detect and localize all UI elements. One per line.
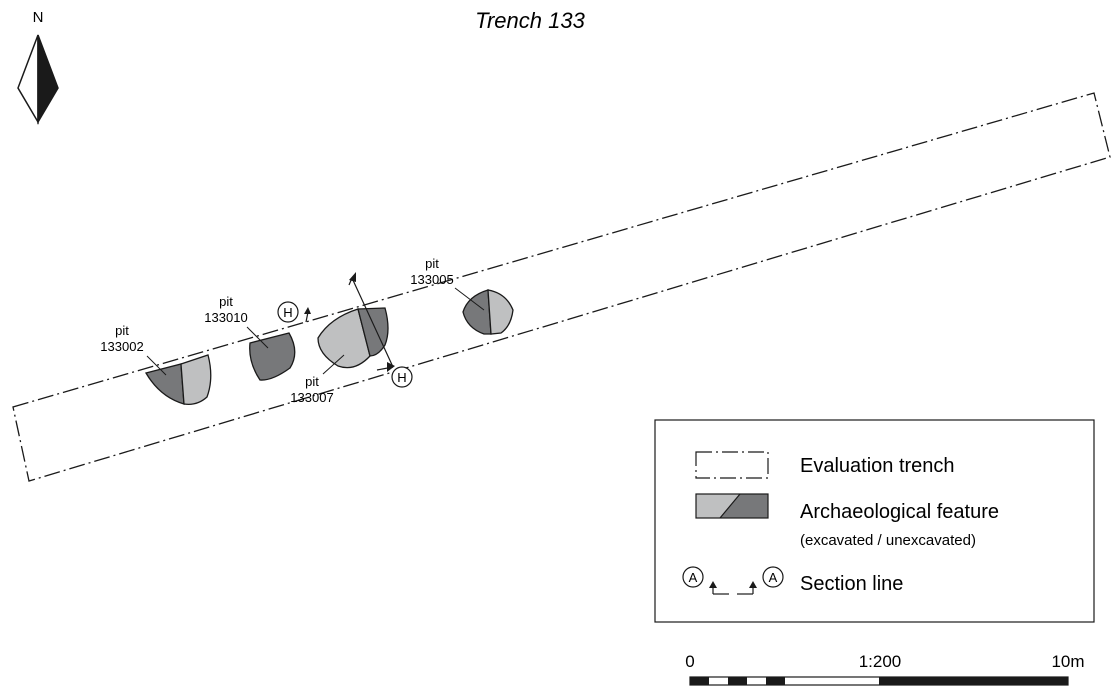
feature-id-label-133002: 133002: [100, 339, 143, 354]
feature-type-label-133007: pit: [305, 374, 319, 389]
scale-bar: [689, 676, 1069, 686]
feature-type-label-133005: pit: [425, 256, 439, 271]
legend-section-letter-end: A: [769, 570, 778, 585]
north-arrow-icon: [17, 34, 59, 125]
section-marker-h-start: [277, 301, 311, 323]
pit-133010: [249, 332, 296, 381]
section-line-h: [348, 272, 395, 372]
plan-title: Trench 133: [475, 8, 585, 33]
legend-feature-label: Archaeological feature: [800, 501, 999, 523]
section-marker-h-end: [391, 366, 413, 388]
leader-line-133002: [146, 355, 167, 376]
pit-133007: [317, 307, 389, 369]
legend-section-symbol: [682, 566, 784, 595]
legend-section-label: Section line: [800, 573, 903, 595]
feature-id-label-133005: 133005: [410, 272, 453, 287]
feature-type-label-133010: pit: [219, 294, 233, 309]
legend-feature-swatch: [695, 493, 769, 519]
feature-type-label-133002: pit: [115, 323, 129, 338]
legend-trench-swatch: [695, 451, 769, 479]
section-label-h-start: H: [283, 305, 292, 320]
pit-133005: [462, 289, 514, 335]
leader-line-133007: [322, 354, 345, 375]
leader-line-133005: [454, 287, 485, 311]
legend-box: [654, 419, 1095, 623]
legend-section-letter-start: A: [689, 570, 698, 585]
feature-id-label-133010: 133010: [204, 310, 247, 325]
north-label: N: [33, 9, 44, 26]
leader-line-133010: [246, 326, 269, 349]
scale-ratio-label: 1:200: [859, 652, 902, 671]
scale-start-label: 0: [685, 652, 694, 671]
feature-id-label-133007: 133007: [290, 390, 333, 405]
pit-133002: [145, 354, 212, 405]
evaluation-trench: [12, 92, 1111, 482]
legend-feature-sublabel: (excavated / unexcavated): [800, 532, 976, 549]
section-label-h-end: H: [397, 370, 406, 385]
legend-trench-label: Evaluation trench: [800, 455, 955, 477]
scale-end-label: 10m: [1051, 652, 1084, 671]
